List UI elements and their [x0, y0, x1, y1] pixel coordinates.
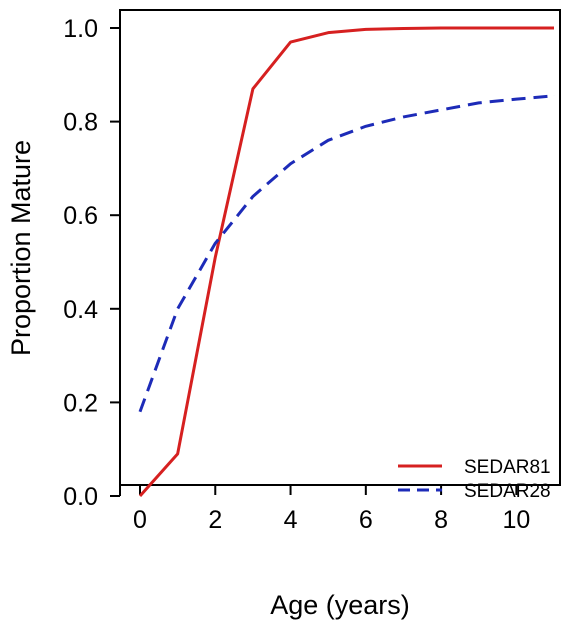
y-tick-label: 0.0 — [63, 483, 98, 511]
y-tick-label: 1.0 — [63, 15, 98, 43]
x-tick-label: 8 — [434, 506, 448, 534]
y-tick-label: 0.2 — [63, 389, 98, 417]
series-layer — [138, 26, 555, 497]
x-tick-label: 6 — [359, 506, 373, 534]
x-tick-label: 0 — [133, 506, 147, 534]
y-tick-label: 0.6 — [63, 202, 98, 230]
legend-label-1: SEDAR28 — [464, 481, 551, 502]
series-line-0 — [138, 26, 554, 497]
y-axis-title: Proportion Mature — [6, 140, 36, 356]
x-tick-label: 4 — [284, 506, 298, 534]
y-tick-label: 0.4 — [63, 296, 98, 324]
x-axis: 0 2 4 6 8 10 — [133, 484, 530, 534]
y-axis: 0.0 0.2 0.4 0.6 0.8 1.0 — [63, 15, 121, 511]
x-tick-label: 10 — [502, 506, 530, 534]
x-tick-label: 2 — [208, 506, 222, 534]
legend-label-0: SEDAR81 — [464, 457, 551, 478]
legend: SEDAR81 SEDAR28 — [398, 457, 551, 502]
x-axis-title: Age (years) — [270, 590, 410, 620]
y-tick-label: 0.8 — [63, 109, 98, 137]
series-line-1 — [138, 94, 555, 413]
